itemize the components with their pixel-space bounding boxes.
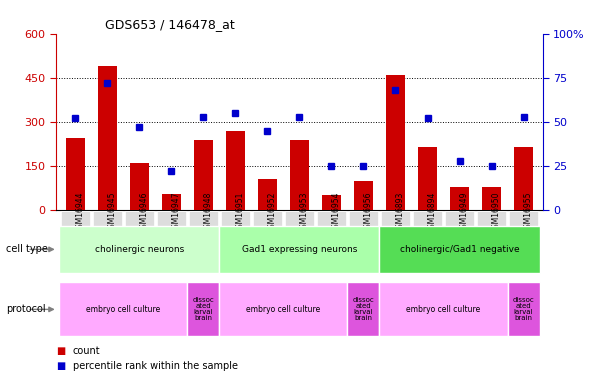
FancyBboxPatch shape (445, 211, 474, 258)
FancyBboxPatch shape (348, 282, 379, 336)
Text: cholinergic neurons: cholinergic neurons (94, 245, 184, 254)
Text: GSM16946: GSM16946 (139, 192, 148, 233)
Text: GSM16951: GSM16951 (235, 192, 244, 233)
FancyBboxPatch shape (379, 282, 507, 336)
Bar (290, 140, 309, 210)
Text: GSM16949: GSM16949 (460, 192, 468, 233)
Text: count: count (73, 346, 100, 355)
Text: GSM16944: GSM16944 (76, 192, 84, 233)
Text: GSM16954: GSM16954 (332, 192, 340, 233)
Bar (130, 163, 149, 210)
Text: protocol: protocol (6, 304, 45, 314)
Text: GSM16952: GSM16952 (267, 192, 276, 233)
Bar (194, 140, 213, 210)
Bar (226, 131, 245, 210)
Bar (450, 186, 469, 210)
Text: embryo cell culture: embryo cell culture (246, 305, 320, 314)
Bar (322, 195, 341, 210)
Text: GSM16947: GSM16947 (171, 192, 181, 233)
Text: GSM16956: GSM16956 (363, 192, 372, 233)
FancyBboxPatch shape (189, 211, 218, 258)
Bar (418, 147, 437, 210)
Text: GSM16950: GSM16950 (491, 192, 500, 233)
FancyBboxPatch shape (61, 211, 90, 258)
FancyBboxPatch shape (59, 282, 188, 336)
FancyBboxPatch shape (477, 211, 506, 258)
Text: GSM16945: GSM16945 (107, 192, 116, 233)
FancyBboxPatch shape (253, 211, 282, 258)
Bar (162, 194, 181, 210)
FancyBboxPatch shape (221, 211, 250, 258)
Text: ■: ■ (56, 346, 65, 355)
Text: dissoc
ated
larval
brain: dissoc ated larval brain (353, 297, 374, 321)
Bar (386, 75, 405, 210)
FancyBboxPatch shape (157, 211, 186, 258)
Text: GSM16893: GSM16893 (395, 192, 405, 233)
FancyBboxPatch shape (219, 282, 348, 336)
FancyBboxPatch shape (379, 226, 540, 273)
Text: GDS653 / 146478_at: GDS653 / 146478_at (105, 18, 234, 31)
FancyBboxPatch shape (285, 211, 314, 258)
Bar (98, 66, 117, 210)
Bar (354, 181, 373, 210)
Text: Gad1 expressing neurons: Gad1 expressing neurons (242, 245, 357, 254)
Text: cell type: cell type (6, 244, 48, 254)
FancyBboxPatch shape (59, 226, 219, 273)
Bar (258, 179, 277, 210)
Text: embryo cell culture: embryo cell culture (407, 305, 481, 314)
Text: GSM16953: GSM16953 (299, 192, 309, 233)
Text: dissoc
ated
larval
brain: dissoc ated larval brain (513, 297, 535, 321)
FancyBboxPatch shape (93, 211, 122, 258)
Text: GSM16948: GSM16948 (204, 192, 212, 233)
Text: cholinergic/Gad1 negative: cholinergic/Gad1 negative (400, 245, 519, 254)
Bar (65, 138, 85, 210)
Bar (514, 147, 533, 210)
FancyBboxPatch shape (219, 226, 379, 273)
FancyBboxPatch shape (317, 211, 346, 258)
Text: dissoc
ated
larval
brain: dissoc ated larval brain (192, 297, 214, 321)
Bar (482, 186, 501, 210)
Text: embryo cell culture: embryo cell culture (86, 305, 160, 314)
FancyBboxPatch shape (188, 282, 219, 336)
FancyBboxPatch shape (349, 211, 378, 258)
Text: GSM16955: GSM16955 (523, 192, 533, 233)
FancyBboxPatch shape (125, 211, 154, 258)
FancyBboxPatch shape (507, 282, 540, 336)
Text: ■: ■ (56, 361, 65, 370)
FancyBboxPatch shape (381, 211, 410, 258)
Text: percentile rank within the sample: percentile rank within the sample (73, 361, 238, 370)
Text: GSM16894: GSM16894 (428, 192, 437, 233)
FancyBboxPatch shape (413, 211, 442, 258)
FancyBboxPatch shape (509, 211, 538, 258)
